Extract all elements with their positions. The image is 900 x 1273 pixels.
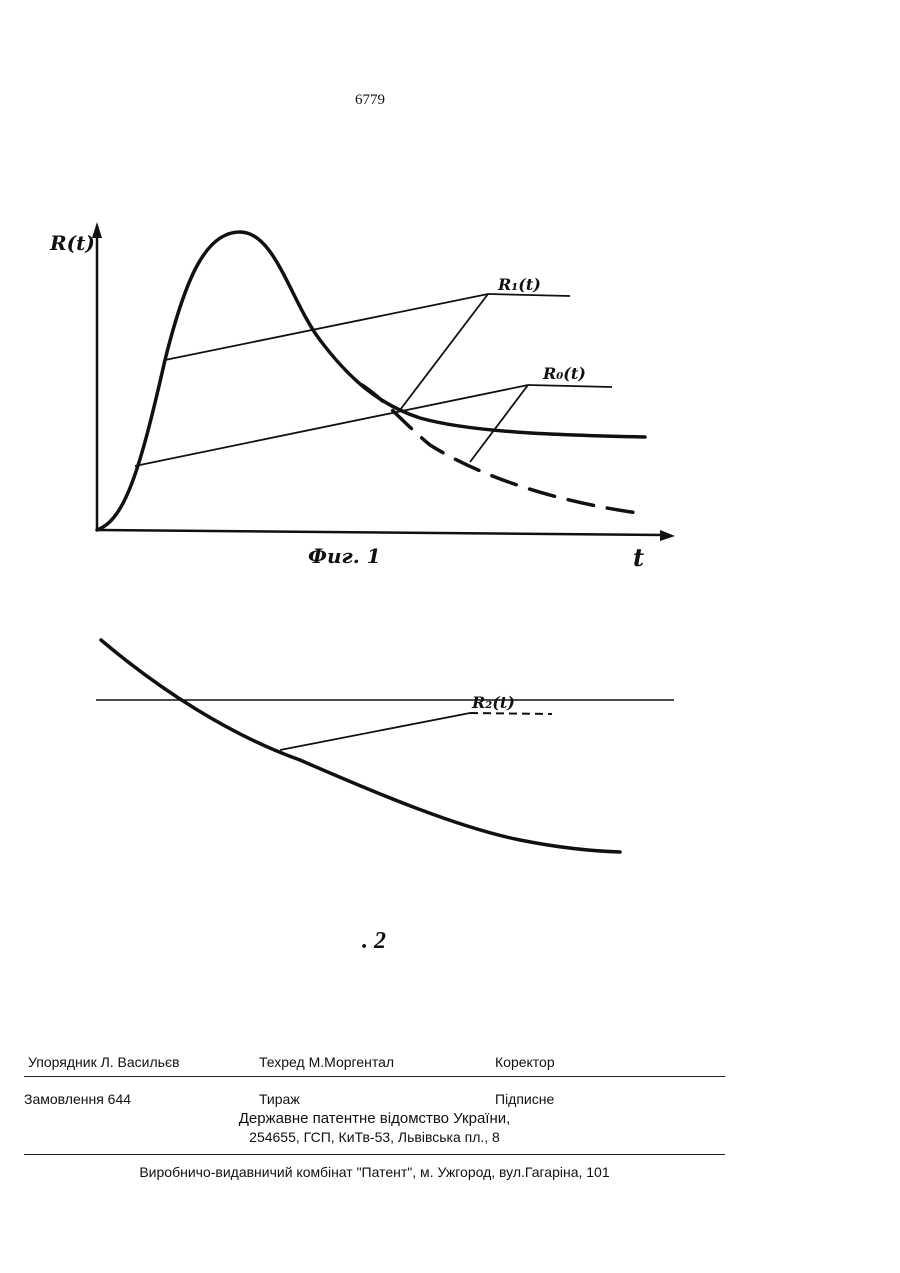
publisher-text: Виробничо-видавничий комбінат "Патент", … bbox=[24, 1164, 725, 1180]
r0-link bbox=[470, 385, 528, 462]
corrector-text: Коректор bbox=[495, 1054, 555, 1070]
order-text: Замовлення 644 bbox=[24, 1091, 131, 1107]
compiler-text: Упорядник Л. Васильєв bbox=[28, 1054, 180, 1070]
tech-editor-text: Техред М.Моргентал bbox=[259, 1054, 394, 1070]
r0-level bbox=[528, 385, 612, 387]
r2-level bbox=[470, 713, 552, 714]
r1-label: R₁(t) bbox=[497, 275, 541, 294]
figure-2: R₂(t) . 2 bbox=[96, 640, 674, 954]
r0-line bbox=[135, 385, 528, 466]
r2-line bbox=[280, 713, 470, 750]
staff-row: Упорядник Л. Васильєв Техред М.Моргентал… bbox=[24, 1054, 725, 1074]
circulation-text: Тираж bbox=[259, 1091, 300, 1107]
subscription-text: Підписне bbox=[495, 1091, 554, 1107]
r2-label: R₂(t) bbox=[471, 693, 515, 712]
y-axis-label: R(t) bbox=[49, 231, 95, 255]
r0-label: R₀(t) bbox=[542, 364, 586, 383]
r1-link bbox=[400, 294, 488, 410]
x-axis-arrow-icon bbox=[660, 530, 675, 541]
figure-2-caption: . 2 bbox=[362, 928, 386, 954]
r1-level bbox=[488, 294, 570, 296]
footer-divider-top bbox=[24, 1076, 725, 1077]
figure-1: R(t) t R₁(t) R₀(t) Фиг. 1 bbox=[49, 222, 675, 572]
figures-drawing: R(t) t R₁(t) R₀(t) Фиг. 1 R₂(t) . 2 bbox=[0, 0, 900, 1000]
x-axis-label: t bbox=[633, 543, 644, 572]
x-axis bbox=[97, 530, 665, 535]
decay-curve bbox=[101, 640, 620, 852]
figure-1-caption: Фиг. 1 bbox=[308, 544, 381, 568]
office-line-1: Державне патентне відомство України, bbox=[24, 1110, 725, 1127]
office-line-2: 254655, ГСП, КиТв-53, Львівська пл., 8 bbox=[24, 1129, 725, 1145]
order-row: Замовлення 644 Тираж Підписне bbox=[24, 1091, 725, 1111]
footer-divider-bottom bbox=[24, 1154, 725, 1155]
